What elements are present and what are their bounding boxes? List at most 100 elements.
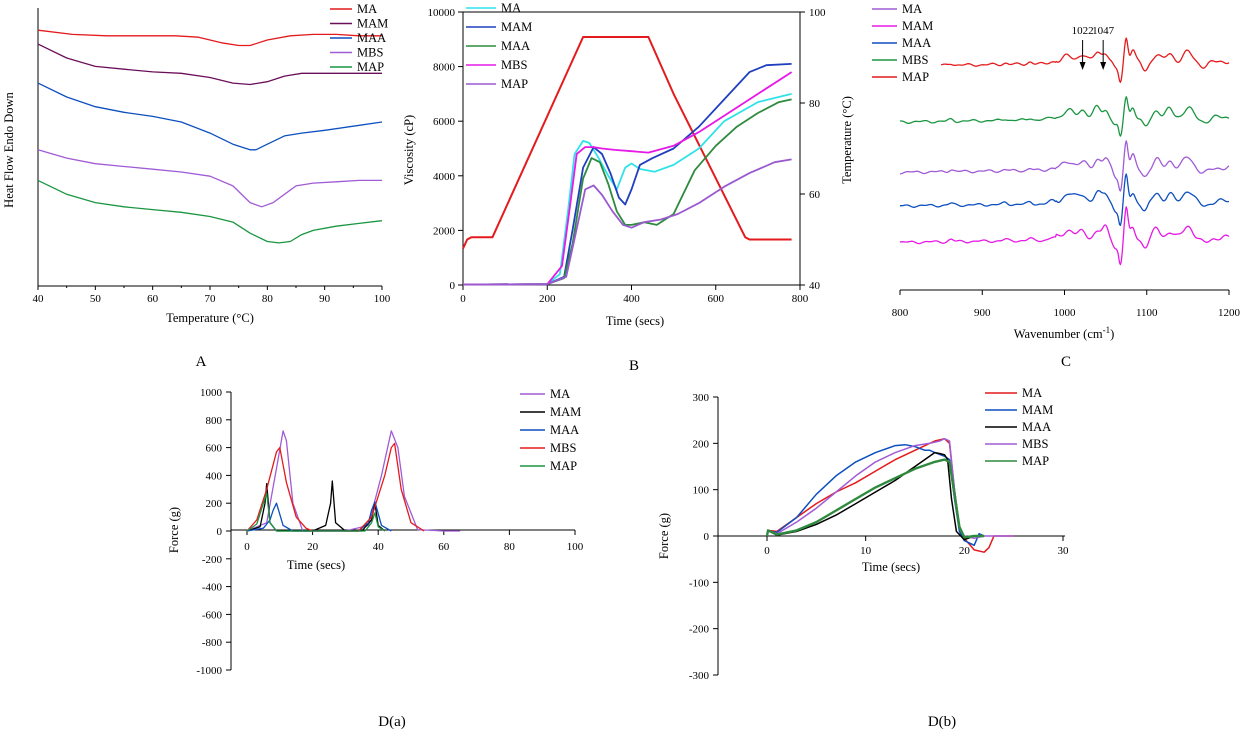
chart-B-xlabel: Time (secs) [606,314,664,328]
chart-B-line-mam [462,63,792,286]
chart-Db-line-mbs [766,437,1014,540]
chart-A-xtick-label-80: 80 [262,293,274,305]
chart-Db-ytick-label-100: 100 [693,485,710,497]
chart-Db-xtick-label-20: 20 [959,545,971,557]
chart-Db-ytick-label--200: -200 [689,624,710,636]
chart-A-line-ma [37,29,382,47]
chart-Da-ytick-label--200: -200 [202,554,223,566]
chart-B-line-maa [462,98,792,286]
chart-Da-ytick-label-0: 0 [217,526,223,538]
chart-B-y2tick-label-100: 100 [809,7,826,19]
chart-B-ytick-label-6000: 6000 [433,116,456,128]
chart-Da-ytick-label-200: 200 [206,498,223,510]
chart-Da-xlabel: Time (secs) [287,558,345,572]
chart-Da-line-ma [246,430,461,532]
chart-Da: 0 20 40 60 80 100 -1000 -800 -600 -400 -200 0 200 400… [167,387,584,730]
chart-C-legend-label-maa: MAA [902,36,931,50]
chart-B-xtick-label-200: 200 [539,293,556,305]
chart-Da-ytick-label-1000: 1000 [200,387,223,399]
chart-B-legend-label-map: MAP [501,77,528,91]
chart-Db-xtick-label-10: 10 [860,545,872,557]
chart-A-legend-label-maa: MAA [357,31,386,45]
chart-B: 0 200 400 600 800020004000600080001000040608… [402,1,854,374]
chart-C-annotation-1047: 1047 [1092,25,1115,37]
chart-B-ytick-label-2000: 2000 [433,225,456,237]
chart-Db-line-map [765,458,985,539]
chart-A-legend-label-mbs: MBS [357,46,383,60]
chart-Da-ytick-label--600: -600 [202,609,223,621]
chart-Da-ytick-label--1000: -1000 [196,665,222,677]
chart-Da-line-map [246,492,386,532]
chart-Da-legend-label-map: MAP [550,459,577,473]
chart-B-y2tick-label-60: 60 [809,189,821,201]
chart-Db-ytick-label-300: 300 [693,392,710,404]
chart-Db-legend-label-maa: MAA [1022,420,1051,434]
chart-A-line-map [37,179,383,244]
chart-A-xtick-label-40: 40 [33,293,45,305]
panel-label-A: A [196,354,207,370]
chart-C-line-mbs [899,96,1230,137]
chart-B-legend-label-ma: MA [501,1,521,15]
chart-B-legend-label-maa: MAA [501,39,530,53]
chart-Db-legend-label-ma: MA [1022,386,1042,400]
chart-C-legend-label-map: MAP [902,70,929,84]
chart-Db-ytick-label--100: -100 [689,577,710,589]
chart-B-y2label: Temperature (°C) [840,96,854,184]
chart-C-annotation-arrowhead-1047 [1100,62,1107,70]
chart-Db-ylabel: Force (g) [657,513,671,559]
chart-A-line-mbs [37,149,382,208]
chart-B-ytick-label-8000: 8000 [433,62,456,74]
chart-B-xtick-label-0: 0 [460,293,466,305]
chart-Da-legend-label-maa: MAA [550,423,579,437]
chart-A-xtick-label-60: 60 [147,293,159,305]
chart-B-line-temperature [462,36,792,250]
chart-B-xtick-label-600: 600 [708,293,725,305]
chart-Db-line-ma [766,437,1014,553]
chart-A-legend-label-mam: MAM [357,17,388,31]
chart-Da-ytick-label-800: 800 [206,415,223,427]
chart-Db-legend-label-mam: MAM [1022,403,1053,417]
chart-Da-legend-label-ma: MA [550,387,570,401]
chart-B-ytick-label-0: 0 [450,280,456,292]
chart-C: 800 900 1000 1100 1200 MA MAM MAA MBS MAP 102210… [872,2,1241,370]
chart-C-xtick-label-800: 800 [892,307,909,319]
panel-label-B: B [629,358,639,374]
chart-B-ytick-label-10000: 10000 [428,7,456,19]
chart-Db-ytick-label--300: -300 [689,670,710,682]
chart-A-xtick-label-50: 50 [90,293,102,305]
chart-C-annotation-arrowhead-1022 [1079,62,1086,70]
chart-C-xtick-label-1100: 1100 [1136,307,1158,319]
panel-label-C: C [1061,354,1071,370]
chart-Db-ytick-label-0: 0 [704,531,710,543]
chart-C-line-map [940,37,1230,83]
chart-C-line-maa [900,173,1230,227]
chart-Db-line-mam [766,443,985,547]
chart-Db-legend-label-mbs: MBS [1022,437,1048,451]
chart-Db-xtick-label-0: 0 [764,545,770,557]
panel-label-Db: D(b) [928,714,956,730]
chart-Db-xlabel: Time (secs) [862,560,920,574]
chart-C-line-mam [899,206,1230,266]
chart-C-legend-label-mam: MAM [902,19,933,33]
chart-A-legend-label-map: MAP [357,60,384,74]
chart-Da-xtick-label-40: 40 [373,541,385,553]
chart-B-ytick-label-4000: 4000 [433,171,456,183]
chart-C-legend-label-ma: MA [902,2,922,16]
chart-Db-xtick-label-30: 30 [1058,545,1070,557]
panel-label-Da: D(a) [378,714,405,730]
chart-C-line-ma [899,140,1230,192]
chart-Da-ytick-label-600: 600 [206,443,223,455]
chart-Da-legend-label-mam: MAM [550,405,581,419]
chart-Db-ytick-label-200: 200 [693,438,710,450]
chart-Da-legend-label-mbs: MBS [550,441,576,455]
chart-Da-xtick-label-100: 100 [567,541,584,553]
chart-Db: 0 10 20 30 -300 -200 -100 0 100 200 300 MA MAM MAA MB… [657,386,1069,730]
chart-Da-xtick-label-0: 0 [244,541,250,553]
chart-A-xtick-label-90: 90 [319,293,331,305]
chart-A-line-maa [37,82,383,151]
chart-C-xlabel: Wavenumber (cm-1) [1014,325,1115,341]
chart-Da-ylabel: Force (g) [167,507,181,553]
chart-B-xtick-label-800: 800 [792,293,809,305]
